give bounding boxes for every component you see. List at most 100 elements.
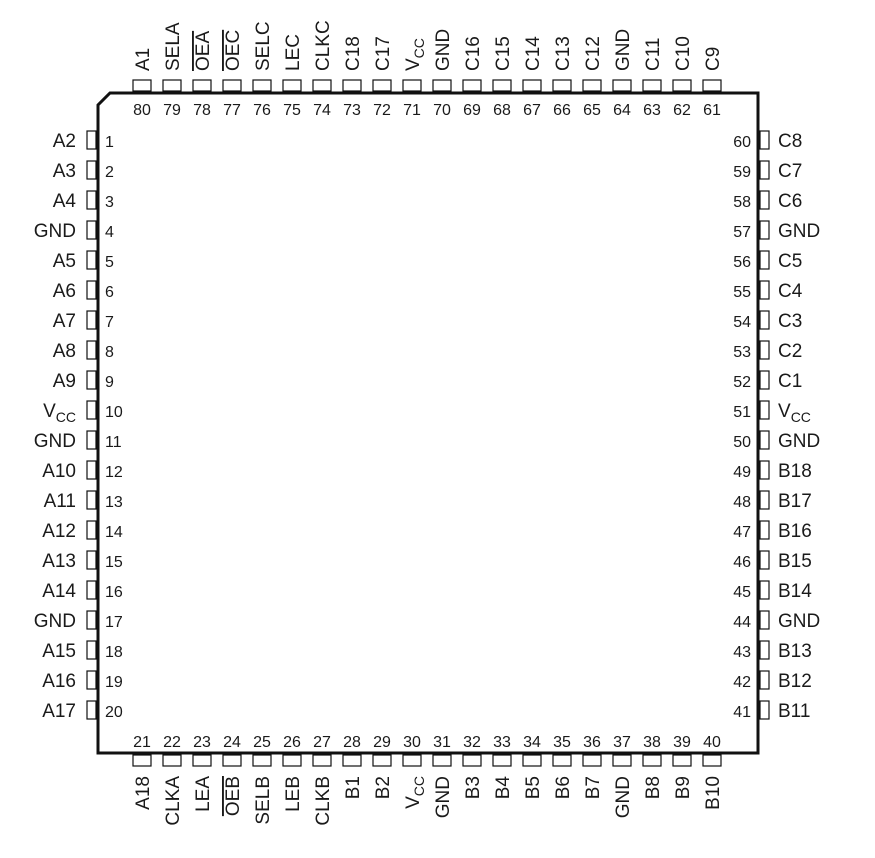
pin-50-number: 50: [733, 434, 751, 451]
pin-70-name-gnd: GND: [433, 29, 454, 71]
pin-45-lead: [759, 580, 770, 600]
pin-68-number: 68: [493, 102, 511, 119]
pin-24-name-oeb: OEB: [223, 776, 244, 816]
pin-27-name-clkb: CLKB: [313, 776, 334, 826]
pin-72-number: 72: [373, 102, 391, 119]
pin-27-lead: [312, 754, 332, 767]
pin-59-number: 59: [733, 164, 751, 181]
pin-64-name-gnd: GND: [613, 29, 634, 71]
pin-70-lead: [432, 79, 452, 92]
pin-42-lead: [759, 670, 770, 690]
pin-3-number: 3: [105, 194, 114, 211]
pin-33-name-b4: B4: [493, 776, 514, 800]
pin-74-lead: [312, 79, 332, 92]
pin-3-lead: [86, 190, 97, 210]
pin-59-name-c7: C7: [778, 161, 802, 182]
package-body: [96, 91, 760, 755]
pin-34-number: 34: [523, 734, 541, 751]
pin-28-number: 28: [343, 734, 361, 751]
pin-68-name-c15: C15: [493, 36, 514, 71]
pin-6-number: 6: [105, 284, 114, 301]
pin-73-lead: [342, 79, 362, 92]
pin-4-name-gnd: GND: [34, 221, 76, 242]
pin-56-number: 56: [733, 254, 751, 271]
pin-37-lead: [612, 754, 632, 767]
pin-30-lead: [402, 754, 422, 767]
pin-34-name-b5: B5: [523, 776, 544, 799]
pin-31-number: 31: [433, 734, 451, 751]
pin-66-lead: [552, 79, 572, 92]
pin-46-lead: [759, 550, 770, 570]
pin-74-number: 74: [313, 102, 331, 119]
pin-51-lead: [759, 400, 770, 420]
pin-25-lead: [252, 754, 272, 767]
pin-19-lead: [86, 670, 97, 690]
pin-14-number: 14: [105, 524, 123, 541]
pin-35-number: 35: [553, 734, 571, 751]
pin-28-name-b1: B1: [343, 776, 364, 799]
pin-65-name-c12: C12: [583, 36, 604, 71]
pin-11-lead: [86, 430, 97, 450]
pin-19-number: 19: [105, 674, 123, 691]
pin-31-name-gnd: GND: [433, 776, 454, 818]
pin-80-name-a1: A1: [133, 48, 154, 71]
pin-26-lead: [282, 754, 302, 767]
pin-73-name-c18: C18: [343, 36, 364, 71]
pin-38-lead: [642, 754, 662, 767]
pin-74-name-clkc: CLKC: [313, 20, 334, 71]
pin-56-lead: [759, 250, 770, 270]
pin-68-lead: [492, 79, 512, 92]
pin-50-name-gnd: GND: [778, 431, 820, 452]
pin-35-lead: [552, 754, 572, 767]
pin-30-number: 30: [403, 734, 421, 751]
pin-53-number: 53: [733, 344, 751, 361]
pin-29-name-b2: B2: [373, 776, 394, 799]
pin-16-number: 16: [105, 584, 123, 601]
pin-2-number: 2: [105, 164, 114, 181]
pin-34-lead: [522, 754, 542, 767]
pin-69-lead: [462, 79, 482, 92]
pin-9-name-a9: A9: [53, 371, 76, 392]
pin-62-name-c10: C10: [673, 36, 694, 71]
pin-44-number: 44: [733, 614, 751, 631]
pin-52-number: 52: [733, 374, 751, 391]
pin-66-number: 66: [553, 102, 571, 119]
pin-6-name-a6: A6: [53, 281, 76, 302]
pin-61-lead: [702, 79, 722, 92]
pin-19-name-a16: A16: [42, 671, 76, 692]
pin-8-number: 8: [105, 344, 114, 361]
pin-63-number: 63: [643, 102, 661, 119]
pin-52-lead: [759, 370, 770, 390]
pin-77-lead: [222, 79, 242, 92]
pin-79-lead: [162, 79, 182, 92]
pin-71-lead: [402, 79, 422, 92]
pin-21-number: 21: [133, 734, 151, 751]
pin-63-name-c11: C11: [643, 38, 664, 71]
pin-18-lead: [86, 640, 97, 660]
pin-57-name-gnd: GND: [778, 221, 820, 242]
pin-80-lead: [132, 79, 152, 92]
pin-44-name-gnd: GND: [778, 611, 820, 632]
pin-21-lead: [132, 754, 152, 767]
pin-71-number: 71: [403, 102, 421, 119]
pin-75-name-lec: LEC: [283, 34, 304, 71]
pin-60-number: 60: [733, 134, 751, 151]
pin-17-lead: [86, 610, 97, 630]
pin-72-lead: [372, 79, 392, 92]
pin-62-number: 62: [673, 102, 691, 119]
pin-6-lead: [86, 280, 97, 300]
pin-10-number: 10: [105, 404, 123, 421]
pin-75-number: 75: [283, 102, 301, 119]
pin-67-name-c14: C14: [523, 36, 544, 71]
pin-7-name-a7: A7: [53, 311, 76, 332]
pin-26-name-leb: LEB: [283, 776, 304, 812]
pin-53-lead: [759, 340, 770, 360]
pin-23-lead: [192, 754, 212, 767]
pin-57-number: 57: [733, 224, 751, 241]
left-pin-row: A2 1 A3 2 A4 3 GND 4 A5 5 A6 6 A7 7 A8 8 A9 9 VCC 10 GND 11 A1…: [34, 130, 123, 722]
pin-46-number: 46: [733, 554, 751, 571]
pin-42-number: 42: [733, 674, 751, 691]
pin-1-name-a2: A2: [53, 131, 76, 152]
pin-12-name-a10: A10: [42, 461, 76, 482]
pin-64-lead: [612, 79, 632, 92]
